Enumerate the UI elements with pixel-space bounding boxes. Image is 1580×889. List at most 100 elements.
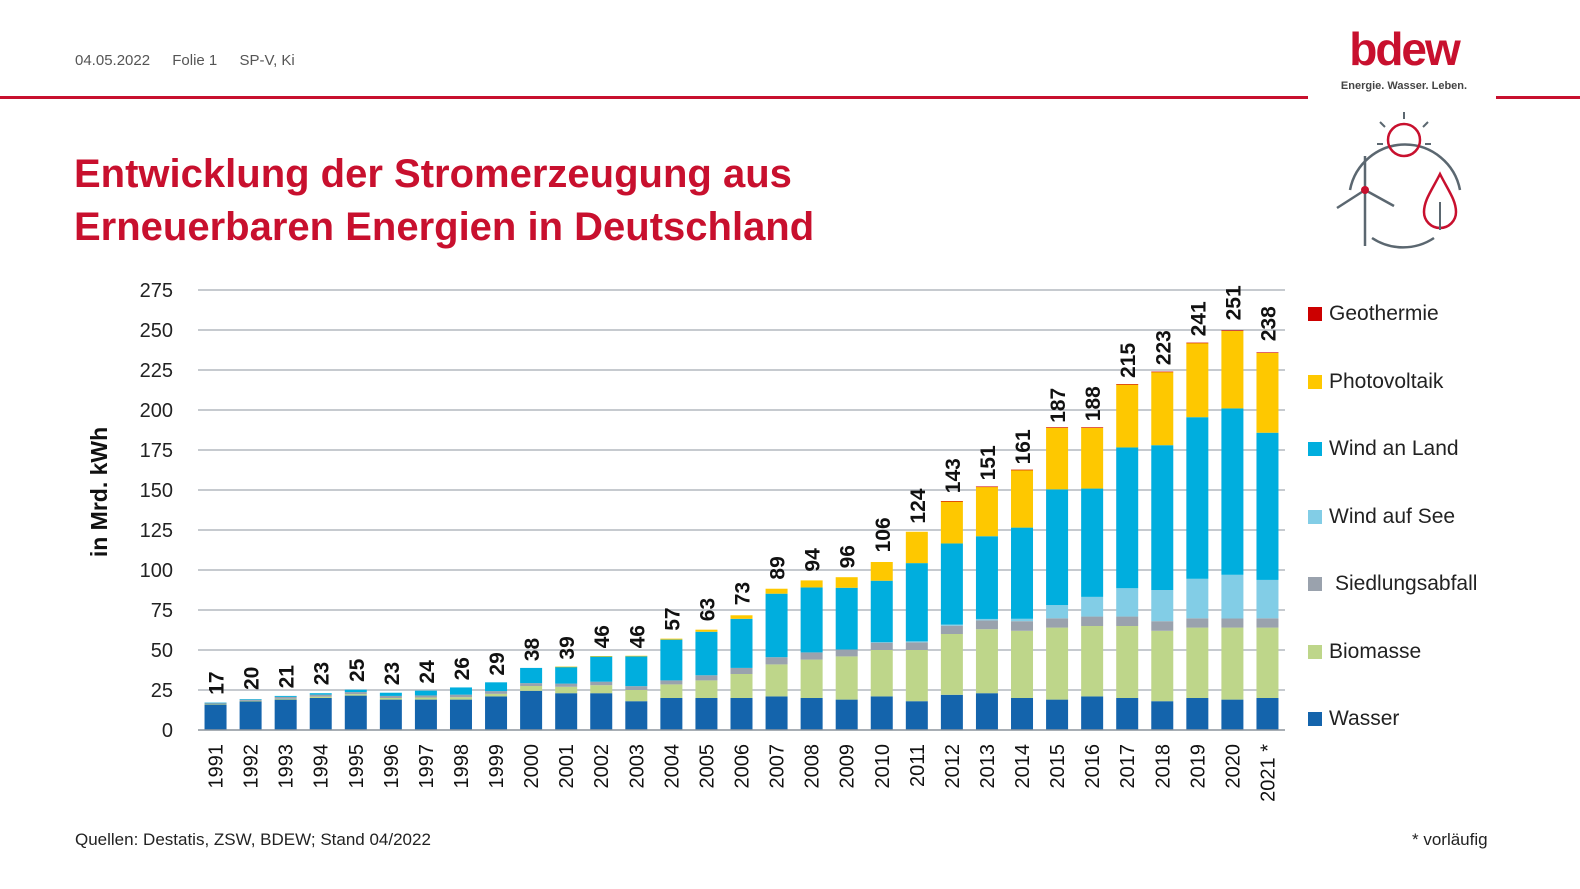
x-tick-label: 2017 — [1117, 744, 1139, 789]
bar-segment-siedlungsabfall — [1151, 621, 1174, 631]
bar-segment-siedlungsabfall — [344, 692, 367, 695]
x-tick-label: 2013 — [977, 744, 999, 789]
bar-segment-siedlungsabfall — [485, 691, 508, 694]
x-tick-label: 2021 * — [1257, 744, 1279, 802]
y-axis-label: in Mrd. kWh — [86, 427, 112, 557]
bar-segment-siedlungsabfall — [204, 702, 227, 705]
total-label: 89 — [767, 556, 790, 579]
bar-segment-biomasse — [449, 697, 472, 700]
legend-swatch — [1308, 509, 1322, 524]
bar-segment-biomasse — [975, 629, 998, 694]
bar-segment-wind-an-land — [520, 667, 543, 684]
bar-segment-siedlungsabfall — [1046, 618, 1069, 628]
bar-segment-wind-an-land — [379, 692, 402, 696]
bar-segment-biomasse — [870, 650, 893, 697]
y-tick-label: 150 — [140, 480, 173, 502]
sun-wind-turbine-flame-icon — [1332, 110, 1474, 257]
x-tick-label: 2016 — [1082, 744, 1104, 789]
bar-segment-biomasse — [800, 659, 823, 698]
legend-label: Wasser — [1329, 707, 1400, 730]
y-tick-label: 0 — [162, 720, 173, 742]
total-label: 23 — [311, 662, 334, 685]
header-rule-left — [0, 96, 1308, 99]
bar-segment-geothermie — [1151, 371, 1174, 373]
bar-segment-siedlungsabfall — [520, 683, 543, 686]
bar-segment-wasser — [555, 693, 578, 730]
bar-segment-biomasse — [204, 704, 227, 705]
bar-segment-photovoltaik — [1116, 384, 1139, 448]
bar-segment-photovoltaik — [1046, 427, 1069, 490]
bar-segment-wind-auf-see — [975, 618, 998, 621]
total-label: 23 — [381, 662, 404, 685]
bar-segment-wind-an-land — [485, 682, 508, 692]
bar-segment-siedlungsabfall — [730, 667, 753, 674]
bar-segment-wasser — [905, 701, 928, 730]
bar-segment-siedlungsabfall — [555, 683, 578, 687]
legend-swatch — [1308, 307, 1322, 321]
bar-segment-siedlungsabfall — [309, 694, 332, 697]
y-tick-label: 25 — [151, 680, 173, 702]
bar-segment-siedlungsabfall — [1081, 616, 1104, 626]
bar-segment-photovoltaik — [555, 666, 578, 668]
total-label: 94 — [802, 548, 825, 572]
total-label: 188 — [1082, 386, 1105, 421]
bar-segment-biomasse — [765, 664, 788, 697]
total-label: 38 — [521, 638, 544, 662]
bar-segment-siedlungsabfall — [625, 686, 648, 690]
bar-segment-wasser — [765, 696, 788, 730]
bar-segment-biomasse — [414, 697, 437, 700]
bar-segment-biomasse — [905, 650, 928, 702]
y-tick-label: 225 — [140, 360, 173, 382]
y-tick-label: 125 — [140, 520, 173, 542]
total-label: 25 — [346, 658, 369, 682]
bar-segment-wasser — [204, 704, 227, 730]
bar-segment-photovoltaik — [940, 501, 963, 544]
x-tick-label: 2004 — [661, 744, 683, 789]
bar-segment-wind-auf-see — [1011, 618, 1034, 622]
bar-segment-siedlungsabfall — [765, 657, 788, 665]
sources-note: Quellen: Destatis, ZSW, BDEW; Stand 04/2… — [75, 830, 431, 849]
x-tick-label: 1995 — [346, 744, 368, 789]
bar-segment-wind-an-land — [1151, 445, 1174, 590]
bar-segment-siedlungsabfall — [1116, 616, 1139, 626]
bar-segment-wind-an-land — [1081, 488, 1104, 597]
legend-label: Wind an Land — [1329, 437, 1459, 460]
bar-segment-photovoltaik — [695, 629, 718, 632]
total-label: 187 — [1047, 388, 1070, 423]
x-tick-label: 2010 — [872, 744, 894, 789]
bar-segment-photovoltaik — [730, 615, 753, 619]
x-tick-label: 1994 — [311, 744, 333, 789]
bar-segment-siedlungsabfall — [414, 695, 437, 698]
bar-segment-wind-an-land — [344, 689, 367, 693]
total-label: 26 — [451, 657, 474, 680]
bar-segment-siedlungsabfall — [449, 694, 472, 698]
total-label: 238 — [1257, 306, 1280, 341]
x-tick-label: 1999 — [486, 744, 508, 789]
y-tick-label: 100 — [140, 560, 173, 582]
bar-segment-biomasse — [1011, 630, 1034, 698]
x-tick-label: 2009 — [837, 744, 859, 789]
bar-segment-siedlungsabfall — [940, 625, 963, 634]
bar-segment-wind-auf-see — [1221, 574, 1244, 619]
x-tick-label: 2001 — [556, 744, 578, 789]
total-label: 63 — [696, 598, 719, 621]
bar-segment-geothermie — [940, 501, 963, 502]
total-label: 124 — [907, 488, 930, 523]
logo-word: bdew — [1349, 23, 1461, 75]
bar-segment-wind-an-land — [1011, 527, 1034, 619]
bar-segment-geothermie — [1186, 342, 1209, 344]
bar-segment-wasser — [1081, 696, 1104, 730]
bar-segment-wasser — [449, 699, 472, 730]
total-label: 46 — [591, 625, 614, 648]
legend-label: Geothermie — [1329, 302, 1439, 325]
bar-segment-wind-an-land — [274, 695, 297, 697]
bar-segment-biomasse — [555, 686, 578, 694]
y-tick-label: 175 — [140, 440, 173, 462]
bar-segment-wasser — [414, 699, 437, 730]
bar-segment-wasser — [309, 698, 332, 730]
bar-segment-biomasse — [485, 693, 508, 697]
bar-segment-siedlungsabfall — [975, 620, 998, 630]
bar-segment-wind-an-land — [1046, 489, 1069, 606]
x-tick-label: 1993 — [276, 744, 298, 789]
